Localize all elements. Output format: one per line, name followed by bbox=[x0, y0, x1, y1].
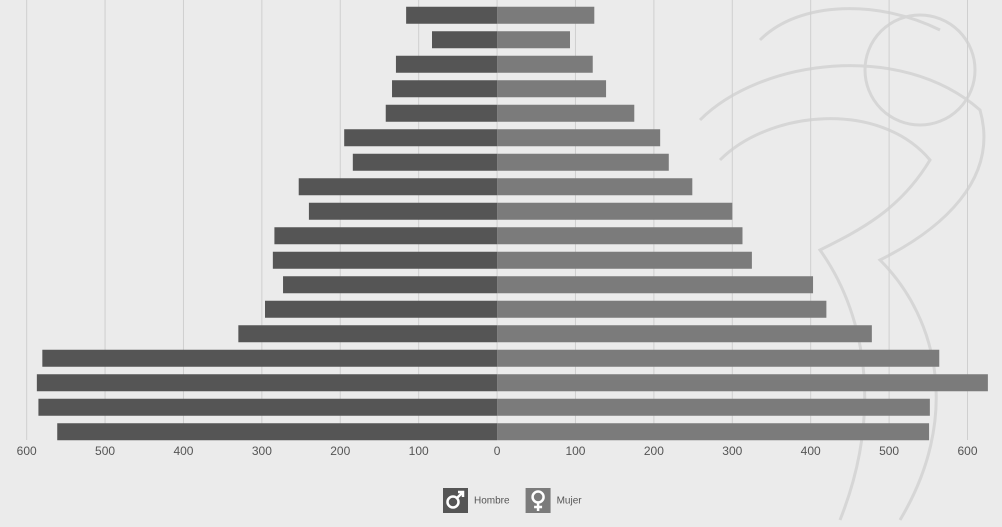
bar bbox=[298, 178, 498, 196]
legend-item: Mujer bbox=[525, 488, 583, 513]
x-tick-label: 300 bbox=[252, 444, 272, 458]
x-tick-label: 400 bbox=[173, 444, 193, 458]
bar bbox=[497, 178, 693, 196]
bar bbox=[308, 202, 498, 220]
x-tick-label: 300 bbox=[722, 444, 742, 458]
bar bbox=[497, 31, 570, 49]
bar bbox=[497, 374, 988, 392]
legend-symbol bbox=[534, 502, 543, 511]
bar bbox=[352, 153, 498, 171]
bar bbox=[272, 251, 498, 269]
bar bbox=[392, 80, 498, 98]
bar bbox=[497, 251, 752, 269]
bar bbox=[406, 6, 498, 24]
bar bbox=[497, 325, 872, 343]
bar bbox=[238, 325, 498, 343]
bar bbox=[344, 129, 498, 147]
legend-symbol bbox=[446, 495, 460, 509]
bar bbox=[432, 31, 498, 49]
bar bbox=[497, 55, 593, 73]
x-tick-label: 200 bbox=[330, 444, 350, 458]
bar bbox=[57, 423, 498, 441]
legend-symbol bbox=[456, 490, 465, 499]
x-tick-label: 500 bbox=[879, 444, 899, 458]
bar bbox=[497, 398, 930, 416]
bar bbox=[274, 227, 498, 245]
bar bbox=[497, 129, 661, 147]
bar bbox=[497, 423, 930, 441]
legend-item: Hombre bbox=[443, 488, 510, 513]
x-tick-label: 200 bbox=[644, 444, 664, 458]
x-tick-label: 500 bbox=[95, 444, 115, 458]
bar bbox=[283, 276, 498, 294]
x-tick-label: 100 bbox=[565, 444, 585, 458]
legend-label: Mujer bbox=[557, 496, 583, 507]
bar bbox=[385, 104, 498, 122]
bar bbox=[497, 6, 595, 24]
x-tick-label: 600 bbox=[957, 444, 977, 458]
legend-label: Hombre bbox=[474, 496, 510, 507]
bar bbox=[36, 374, 498, 392]
bar bbox=[38, 398, 498, 416]
bar bbox=[497, 300, 827, 318]
bar bbox=[497, 153, 669, 171]
x-tick-label: 400 bbox=[801, 444, 821, 458]
x-tick-label: 0 bbox=[494, 444, 501, 458]
x-tick-label: 600 bbox=[17, 444, 37, 458]
bar bbox=[497, 104, 635, 122]
bar bbox=[42, 349, 498, 367]
bar bbox=[497, 202, 733, 220]
legend: Hombre Mujer bbox=[443, 488, 582, 513]
bar bbox=[497, 80, 607, 98]
bar bbox=[497, 276, 814, 294]
bar bbox=[395, 55, 498, 73]
bar bbox=[265, 300, 498, 318]
bar bbox=[497, 227, 743, 245]
x-tick-label: 100 bbox=[409, 444, 429, 458]
bar bbox=[497, 349, 940, 367]
